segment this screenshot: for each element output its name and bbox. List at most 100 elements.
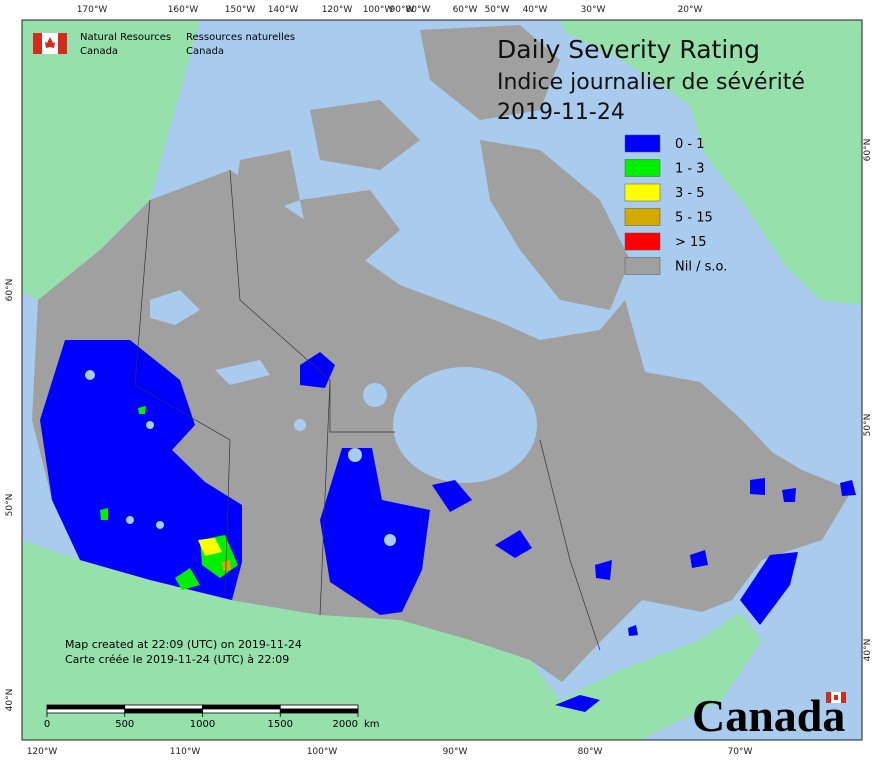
longitude-label: 140°W bbox=[268, 5, 299, 15]
scale-unit: km bbox=[364, 719, 380, 730]
border bbox=[134, 199, 151, 386]
great-slave-lake bbox=[215, 360, 270, 385]
severity-area bbox=[198, 538, 222, 556]
lake bbox=[363, 383, 387, 407]
agency-fr: Canada bbox=[186, 46, 224, 57]
scale-label: 1500 bbox=[268, 719, 293, 730]
lake bbox=[85, 370, 95, 380]
title: Daily Severity Rating bbox=[497, 35, 760, 64]
severity-area bbox=[750, 478, 765, 495]
great-bear-lake bbox=[150, 290, 200, 325]
longitude-label: 60°W bbox=[453, 5, 478, 15]
arctic-islands bbox=[310, 100, 420, 170]
longitude-label: 160°W bbox=[168, 5, 199, 15]
legend-swatch bbox=[624, 159, 661, 177]
scale-label: 500 bbox=[115, 719, 134, 730]
province-borders bbox=[134, 169, 601, 651]
victoria-island bbox=[300, 190, 400, 265]
greenland bbox=[560, 20, 862, 305]
subtitle: Indice journalier de sévérité bbox=[497, 70, 805, 95]
severity-areas bbox=[40, 340, 856, 712]
footnote: Carte créée le 2019-11-24 (UTC) à 22:09 bbox=[65, 653, 289, 666]
longitude-label: 90°W bbox=[390, 5, 415, 15]
scale-label: 0 bbox=[44, 719, 50, 730]
severity-area bbox=[595, 560, 612, 580]
flag-bar bbox=[841, 692, 846, 703]
nrcan-signature: Natural Resources Canada Ressources natu… bbox=[33, 32, 295, 57]
lake bbox=[348, 448, 362, 462]
severity-area bbox=[782, 488, 796, 502]
date: 2019-11-24 bbox=[497, 100, 625, 125]
latitude-label: 60°N bbox=[863, 139, 873, 162]
severity-area bbox=[840, 480, 856, 496]
footnote: Map created at 22:09 (UTC) on 2019-11-24 bbox=[65, 638, 302, 651]
lake bbox=[146, 421, 154, 429]
longitude-label: 90°W bbox=[443, 747, 468, 757]
baffin-island bbox=[480, 140, 630, 310]
maple-leaf bbox=[834, 695, 838, 700]
longitude-label: 30°W bbox=[581, 5, 606, 15]
lake bbox=[294, 419, 306, 431]
severity-area bbox=[432, 480, 472, 512]
alaska bbox=[22, 20, 200, 300]
latitude-label: 50°N bbox=[5, 494, 15, 517]
lake bbox=[126, 516, 134, 524]
legend-label: 5 - 15 bbox=[675, 211, 713, 226]
legend-swatch bbox=[624, 134, 661, 153]
hudson-bay bbox=[393, 367, 537, 483]
wordmark-flag bbox=[826, 692, 846, 703]
severity-area bbox=[40, 340, 242, 600]
scale-segment bbox=[124, 708, 203, 714]
longitude-label: 110°W bbox=[170, 747, 201, 757]
united-states bbox=[22, 540, 762, 740]
legend-swatch bbox=[624, 232, 661, 251]
agency-en: Natural Resources bbox=[80, 32, 171, 43]
scale-segment bbox=[124, 704, 203, 710]
longitude-label: 170°W bbox=[77, 5, 108, 15]
border bbox=[229, 169, 331, 616]
flag-bar bbox=[826, 692, 831, 703]
severity-area bbox=[100, 508, 108, 520]
legend-label: > 15 bbox=[675, 235, 707, 250]
maple-leaf bbox=[45, 37, 55, 48]
legend-swatch bbox=[624, 257, 661, 275]
latitude-label: 40°N bbox=[863, 639, 873, 662]
legend-swatch bbox=[624, 208, 661, 226]
scale-segment bbox=[46, 708, 126, 714]
severity-area bbox=[138, 406, 146, 414]
border bbox=[134, 384, 231, 596]
longitude-label: 80°W bbox=[578, 747, 603, 757]
severity-area bbox=[222, 560, 231, 571]
longitude-label: 120°W bbox=[27, 747, 58, 757]
map-frame bbox=[21, 19, 863, 741]
longitude-label: 70°W bbox=[728, 747, 753, 757]
longitude-label: 40°W bbox=[523, 5, 548, 15]
scale-segment bbox=[279, 708, 359, 714]
lake bbox=[156, 521, 164, 529]
severity-area bbox=[690, 550, 708, 568]
severity-area bbox=[175, 568, 200, 590]
flag-bar bbox=[33, 33, 42, 54]
scale-bar: 0 500 1000 1500 2000 km bbox=[44, 704, 380, 730]
severity-area bbox=[555, 695, 600, 712]
latitude-label: 40°N bbox=[5, 689, 15, 712]
scale-segment bbox=[279, 704, 359, 710]
agency-en: Canada bbox=[80, 46, 118, 57]
banks-island bbox=[235, 150, 300, 215]
border bbox=[329, 380, 395, 433]
severity-area bbox=[495, 530, 532, 558]
longitude-label: 120°W bbox=[322, 5, 353, 15]
lake bbox=[384, 534, 396, 546]
longitude-label: 50°W bbox=[485, 5, 510, 15]
scale-label: 1000 bbox=[190, 719, 215, 730]
severity-area bbox=[740, 552, 798, 625]
longitude-label: 80°W bbox=[406, 5, 431, 15]
graticule-labels: 170°W 160°W 150°W 140°W 120°W 100°W90°W80°W 60… bbox=[5, 5, 873, 757]
wordmark: Canada bbox=[692, 690, 845, 741]
legend: 0 - 1 1 - 3 3 - 5 5 - 15 > 15 Nil / s.o. bbox=[624, 134, 727, 275]
legend-label: 0 - 1 bbox=[675, 137, 705, 152]
scale-segment bbox=[202, 708, 281, 714]
longitude-label: 20°W bbox=[678, 5, 703, 15]
longitude-label: 100°W bbox=[363, 5, 394, 15]
